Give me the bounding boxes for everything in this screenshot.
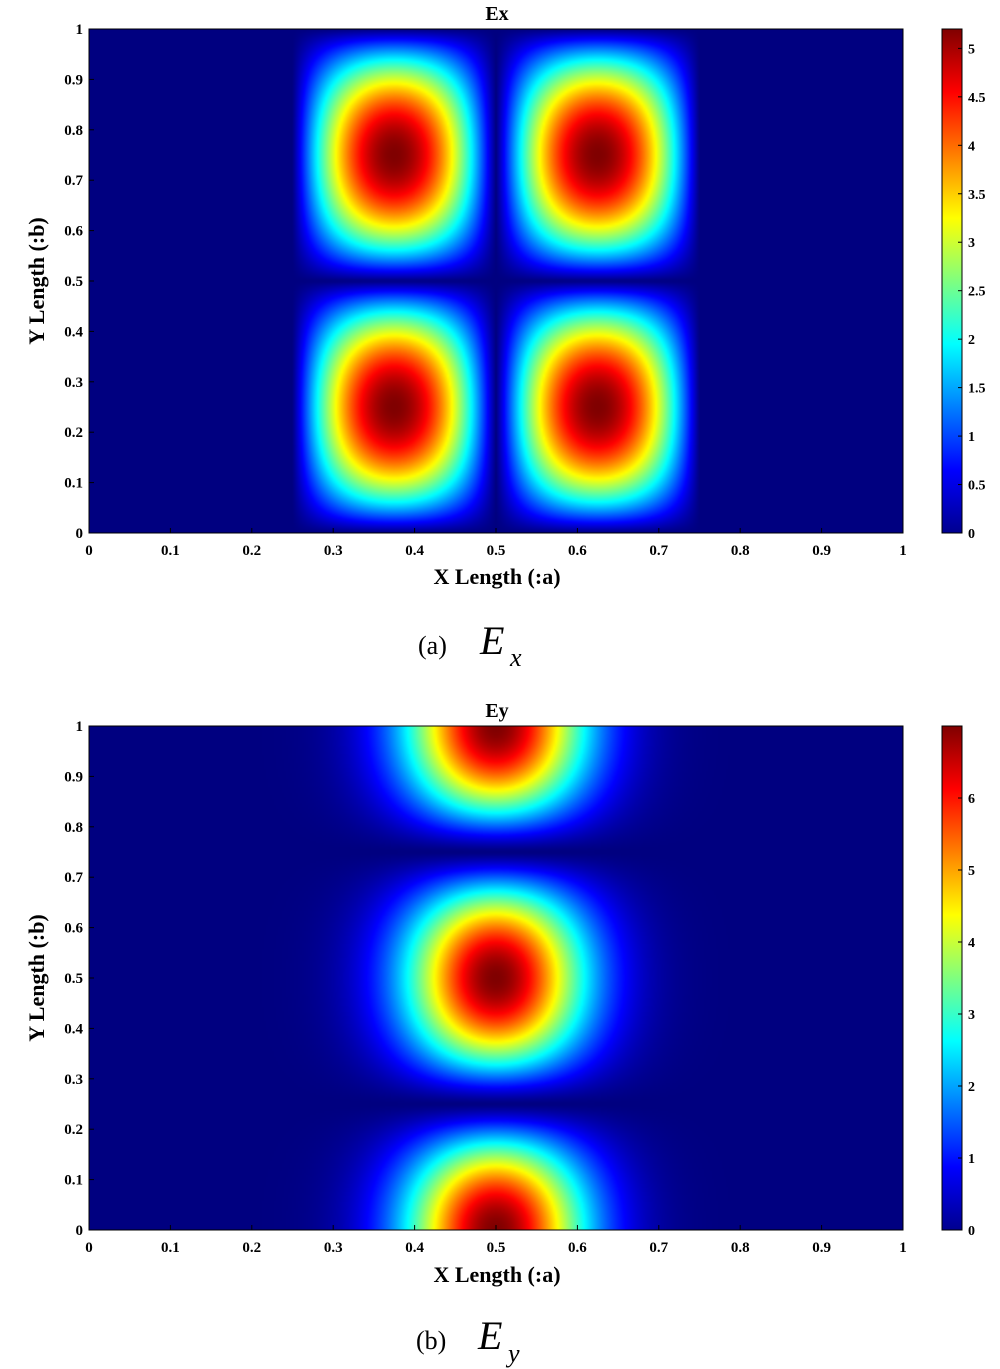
x-tick-label: 0.2 <box>242 1240 261 1256</box>
colorbar-tick-label: 2.5 <box>968 285 986 300</box>
x-tick-label: 0.5 <box>487 543 506 559</box>
colorbar-tick-label: 5 <box>968 42 975 57</box>
y-tick-label: 0.8 <box>64 820 83 836</box>
y-tick-label: 1 <box>76 719 84 735</box>
x-tick-label: 0.9 <box>812 543 831 559</box>
y-tick-label: 0.9 <box>64 72 83 88</box>
colorbar-tick-label: 0.5 <box>968 479 986 494</box>
x-axis-label: X Length (:a) <box>433 1262 560 1287</box>
x-axis-ticks: 0 0.1 0.2 0.3 0.4 0.5 0.6 0.7 0.8 0.9 1 <box>85 528 907 559</box>
colorbar-ticks: 0 1 2 3 4 5 6 <box>958 792 975 1239</box>
colorbar-tick-label: 1 <box>968 430 975 445</box>
ex-panel: Ex 0 0.1 0.2 0.3 0.4 0.5 0.6 0.7 0.8 0.9 1 0 0.1 0.2… <box>24 3 986 672</box>
x-tick-label: 0.7 <box>649 1240 668 1256</box>
colorbar-tick-label: 1.5 <box>968 382 986 397</box>
x-tick-label: 0 <box>85 543 93 559</box>
y-tick-label: 0.2 <box>64 1122 83 1138</box>
x-tick-label: 0.4 <box>405 1240 424 1256</box>
caption-symbol: E <box>479 618 504 663</box>
y-tick-label: 0.5 <box>64 971 83 987</box>
y-tick-label: 0.6 <box>64 224 83 240</box>
colorbar-ticks: 0 0.5 1 1.5 2 2.5 3 3.5 4 4.5 5 <box>958 42 986 542</box>
colorbar-tick-label: 0 <box>968 527 975 542</box>
y-tick-label: 0.7 <box>64 173 83 189</box>
y-tick-label: 0 <box>76 526 84 542</box>
colorbar-tick-label: 3.5 <box>968 188 986 203</box>
y-axis-label: Y Length (:b) <box>24 217 49 345</box>
x-tick-label: 0.2 <box>242 543 261 559</box>
x-tick-label: 0.1 <box>161 543 180 559</box>
colorbar-tick-label: 5 <box>968 864 975 879</box>
colorbar-tick-label: 1 <box>968 1152 975 1167</box>
caption-subscript: x <box>509 643 522 672</box>
caption: (b) E y <box>416 1313 520 1368</box>
y-tick-label: 1 <box>76 22 84 38</box>
colorbar-tick-label: 2 <box>968 333 975 348</box>
y-tick-label: 0.5 <box>64 274 83 290</box>
x-tick-label: 0 <box>85 1240 93 1256</box>
x-tick-label: 1 <box>899 543 907 559</box>
x-tick-label: 0.3 <box>324 543 343 559</box>
y-tick-label: 0.6 <box>64 921 83 937</box>
x-tick-label: 0.6 <box>568 543 587 559</box>
colorbar-tick-label: 3 <box>968 236 975 251</box>
x-tick-label: 1 <box>899 1240 907 1256</box>
y-tick-label: 0.4 <box>64 324 83 340</box>
colorbar-tick-label: 0 <box>968 1224 975 1239</box>
caption-subscript: y <box>505 1339 520 1368</box>
x-tick-label: 0.3 <box>324 1240 343 1256</box>
x-tick-label: 0.9 <box>812 1240 831 1256</box>
x-tick-label: 0.4 <box>405 543 424 559</box>
x-tick-label: 0.8 <box>731 1240 750 1256</box>
y-tick-label: 0.4 <box>64 1021 83 1037</box>
x-axis-ticks: 0 0.1 0.2 0.3 0.4 0.5 0.6 0.7 0.8 0.9 1 <box>85 1225 907 1256</box>
y-axis-ticks: 0 0.1 0.2 0.3 0.4 0.5 0.6 0.7 0.8 0.9 1 <box>64 719 94 1239</box>
colorbar-tick-label: 4.5 <box>968 91 986 106</box>
colorbar <box>941 28 963 534</box>
x-tick-label: 0.1 <box>161 1240 180 1256</box>
y-tick-label: 0 <box>76 1223 84 1239</box>
ey-heatmap <box>89 726 903 1230</box>
x-axis-label: X Length (:a) <box>433 564 560 589</box>
y-tick-label: 0.1 <box>64 1173 83 1189</box>
y-tick-label: 0.3 <box>64 1072 83 1088</box>
caption-symbol: E <box>477 1313 502 1358</box>
colorbar-tick-label: 6 <box>968 792 975 807</box>
y-tick-label: 0.1 <box>64 476 83 492</box>
colorbar-tick-label: 3 <box>968 1008 975 1023</box>
caption-label: (a) <box>418 631 447 660</box>
x-tick-label: 0.6 <box>568 1240 587 1256</box>
y-axis-ticks: 0 0.1 0.2 0.3 0.4 0.5 0.6 0.7 0.8 0.9 1 <box>64 22 94 542</box>
chart-title: Ey <box>485 700 508 722</box>
chart-title: Ex <box>485 3 508 25</box>
y-tick-label: 0.9 <box>64 769 83 785</box>
colorbar-tick-label: 4 <box>968 139 975 154</box>
y-tick-label: 0.7 <box>64 870 83 886</box>
colorbar-tick-label: 2 <box>968 1080 975 1095</box>
y-axis-label: Y Length (:b) <box>24 914 49 1042</box>
x-tick-label: 0.5 <box>487 1240 506 1256</box>
caption-label: (b) <box>416 1326 446 1355</box>
x-tick-label: 0.7 <box>649 543 668 559</box>
caption: (a) E x <box>418 618 522 672</box>
colorbar-tick-label: 4 <box>968 936 975 951</box>
colorbar <box>941 725 963 1231</box>
y-tick-label: 0.8 <box>64 123 83 139</box>
y-tick-label: 0.3 <box>64 375 83 391</box>
ex-heatmap <box>89 29 903 533</box>
ey-panel: Ey 0 0.1 0.2 0.3 0.4 0.5 0.6 0.7 0.8 0.9 1 0 0.1 0.2… <box>24 700 975 1368</box>
y-tick-label: 0.2 <box>64 425 83 441</box>
x-tick-label: 0.8 <box>731 543 750 559</box>
